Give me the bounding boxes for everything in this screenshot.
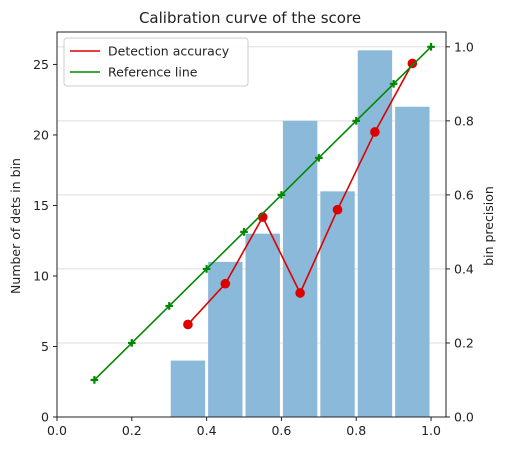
- point-reference-line-2: [165, 302, 174, 310]
- point-reference-line-5: [277, 191, 286, 199]
- y2-axis-label: bin precision: [481, 186, 496, 266]
- y-tick-label-2: 10: [33, 268, 49, 283]
- plot-frame: [56, 31, 447, 418]
- y2-tick-label-5: 1.0: [454, 39, 474, 54]
- y-axis-label: Number of dets in bin: [8, 158, 23, 294]
- legend-label-reference-line: Reference line: [108, 65, 198, 80]
- histogram-bars: [170, 50, 430, 417]
- y-tick-label-0: 0: [41, 410, 49, 425]
- x-tick-label-3: 0.6: [271, 423, 291, 438]
- legend-label-detection-accuracy: Detection accuracy: [108, 44, 230, 59]
- y-tick-label-5: 25: [33, 57, 49, 72]
- y2-tick-label-1: 0.2: [454, 335, 474, 350]
- legend: Detection accuracy Reference line: [63, 37, 249, 87]
- point-reference-line-6: [315, 154, 323, 162]
- axes: 0.0 0.2 0.4 0.6 0.8 1.0 0 5 10 15 20 25 0.0 0.2 0.4 0.6…: [33, 31, 474, 438]
- y-tick-label-1: 5: [41, 339, 49, 354]
- point-reference-line-7: [352, 117, 361, 125]
- point-reference-line-8: [389, 80, 398, 88]
- y2-tick-label-3: 0.6: [454, 187, 474, 202]
- point-detection-accuracy-1: [220, 278, 231, 289]
- series-lines: [90, 43, 435, 384]
- y-tick-label-3: 15: [33, 198, 49, 213]
- point-reference-line-1: [128, 339, 136, 347]
- x-tick-label-0: 0.0: [47, 423, 67, 438]
- point-detection-accuracy-3: [295, 288, 305, 298]
- x-tick-label-2: 0.4: [197, 423, 217, 438]
- point-detection-accuracy-6: [407, 58, 418, 69]
- y-tick-label-4: 20: [33, 127, 49, 142]
- legend-frame: [63, 37, 249, 87]
- bar-4: [320, 191, 355, 417]
- point-reference-line-4: [240, 228, 248, 236]
- y2-tick-label-0: 0.0: [454, 410, 474, 425]
- bar-6: [395, 106, 430, 417]
- point-reference-line-0: [90, 376, 99, 384]
- point-detection-accuracy-5: [370, 127, 380, 137]
- chart-title: Calibration curve of the score: [139, 9, 361, 27]
- bar-2: [245, 233, 280, 417]
- point-reference-line-3: [202, 265, 211, 273]
- bar-0: [170, 360, 206, 417]
- point-detection-accuracy-0: [183, 319, 193, 330]
- x-tick-label-4: 0.8: [346, 423, 366, 438]
- y2-tick-label-4: 0.8: [454, 113, 474, 128]
- y2-tick-label-2: 0.4: [454, 261, 474, 276]
- bar-5: [357, 50, 393, 417]
- series-line-reference-line: [93, 46, 432, 381]
- x-tick-label-5: 1.0: [421, 423, 441, 438]
- x-tick-label-1: 0.2: [122, 423, 142, 438]
- point-reference-line-9: [427, 43, 435, 51]
- point-detection-accuracy-4: [332, 204, 343, 215]
